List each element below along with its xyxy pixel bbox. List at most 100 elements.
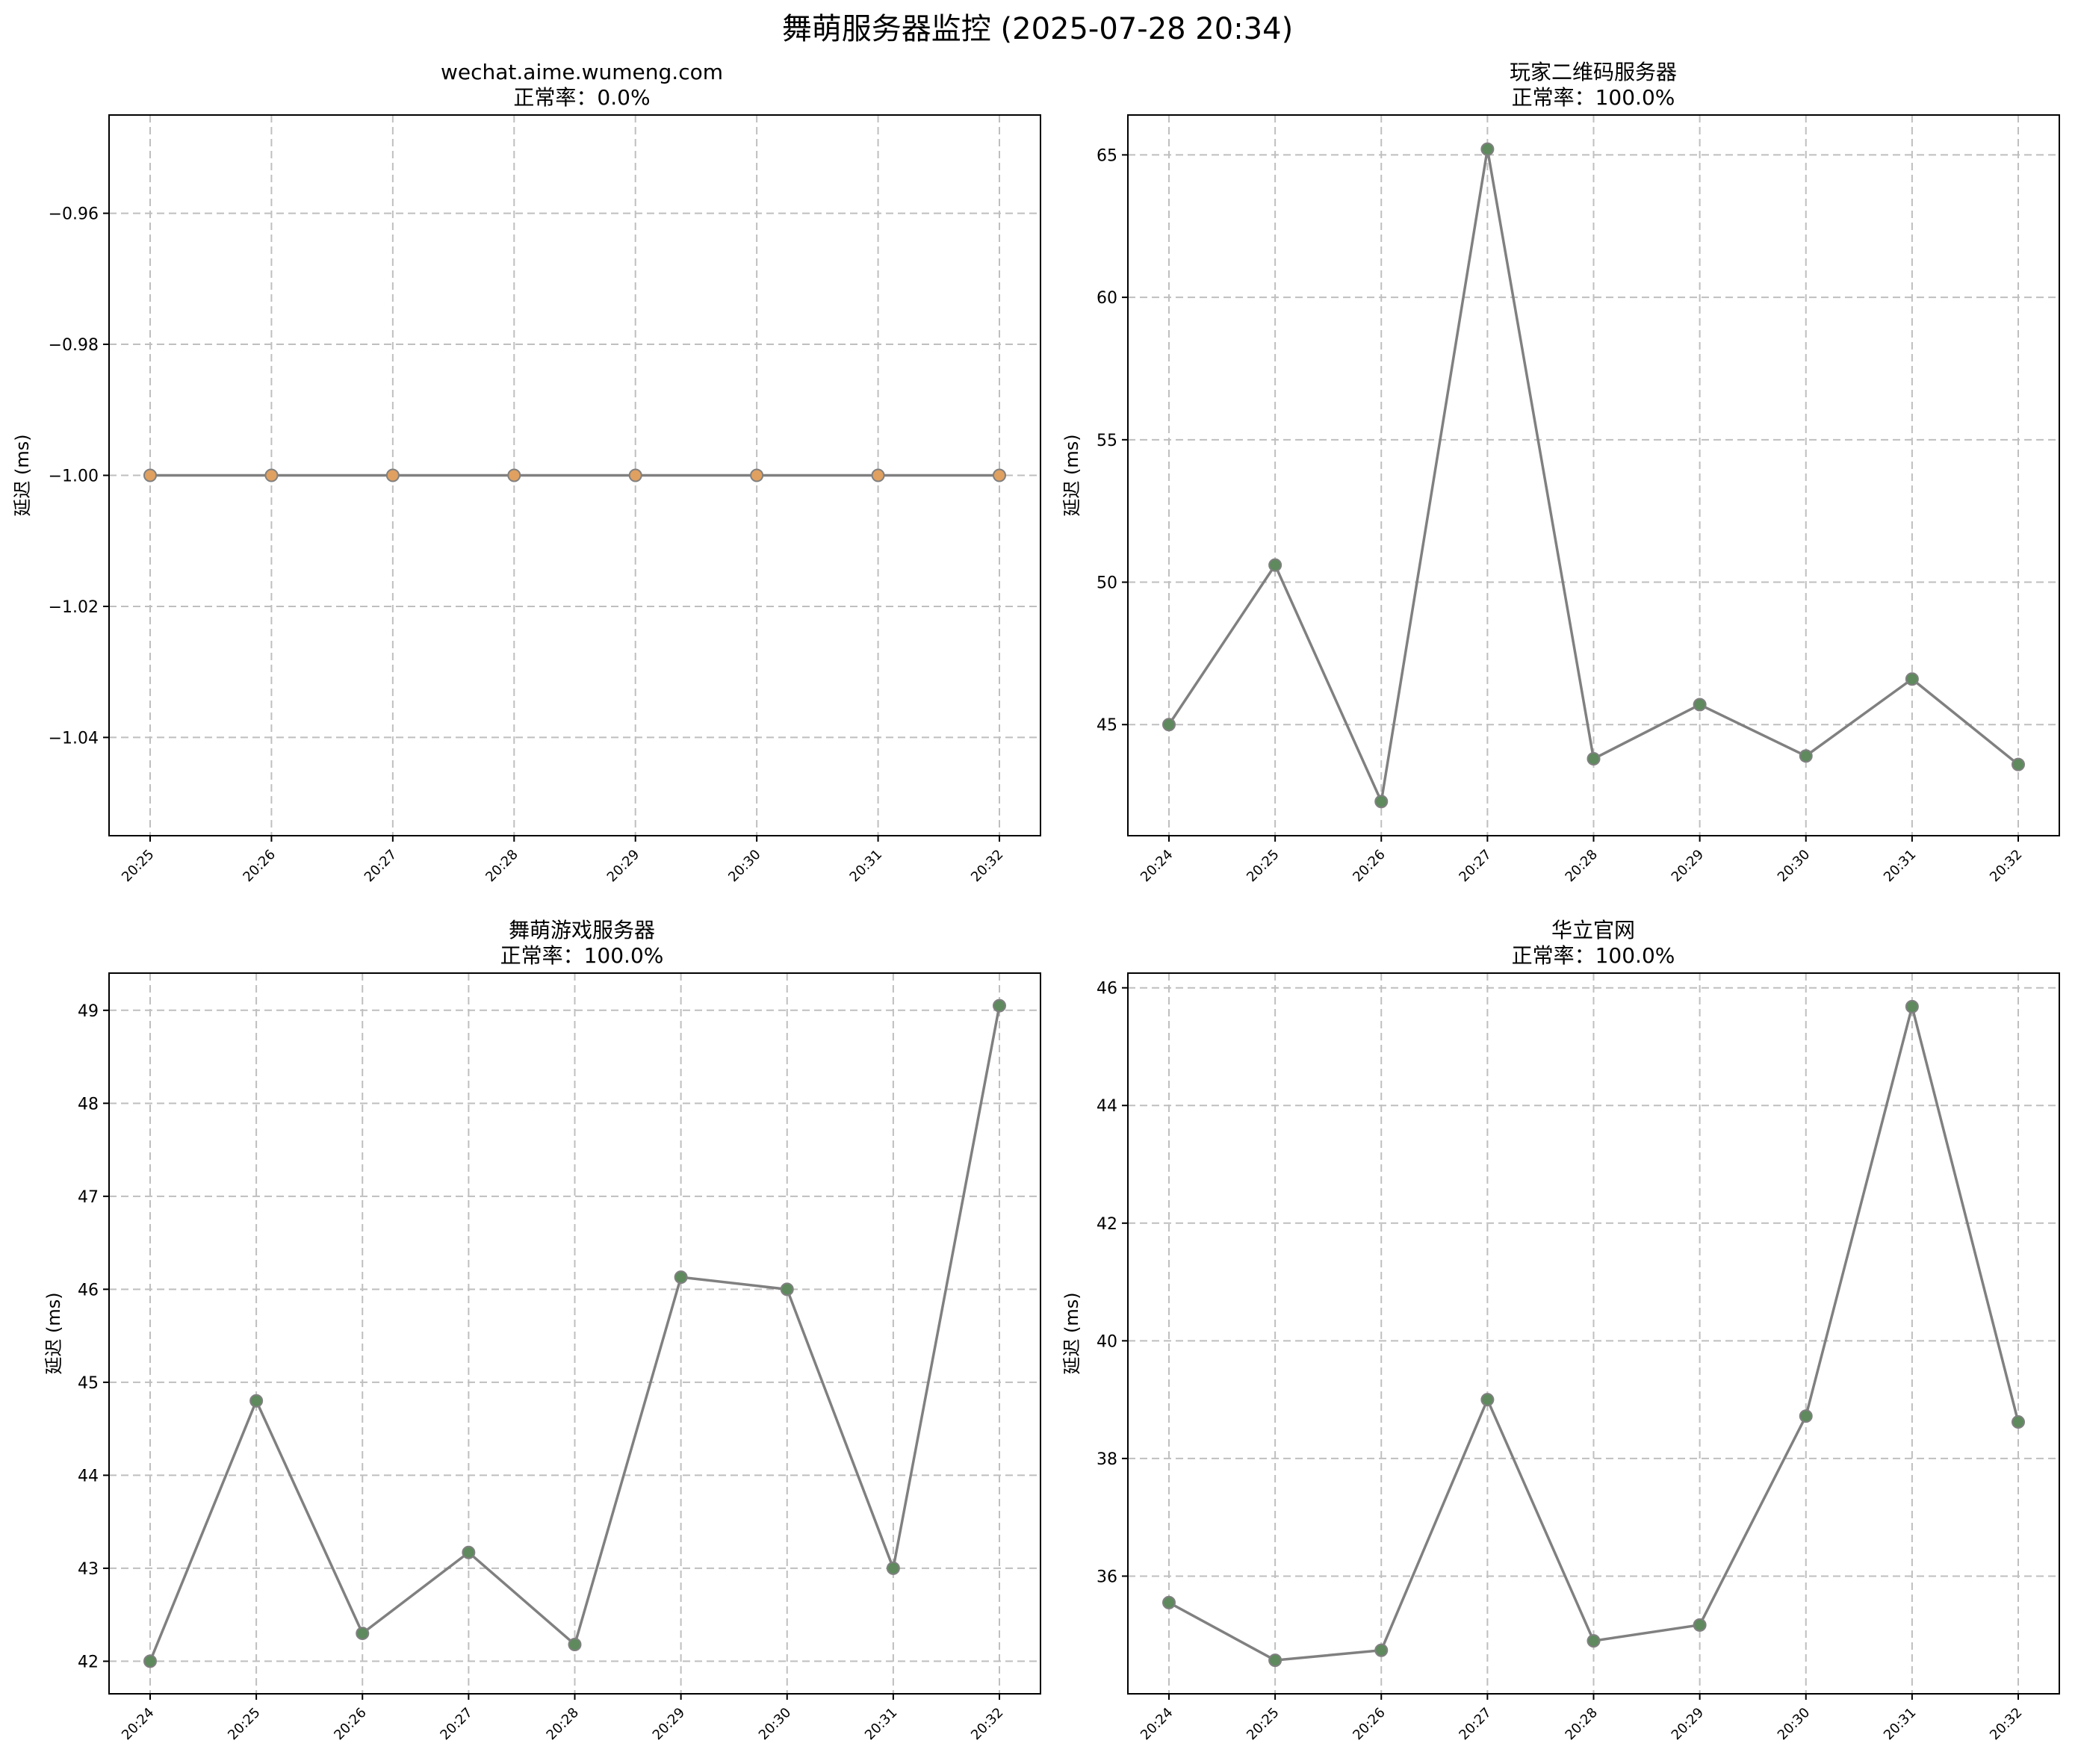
data-point (1480, 142, 1495, 156)
data-point (1162, 1595, 1176, 1609)
x-tick-label: 20:30 (756, 1705, 795, 1744)
data-point (993, 468, 1006, 482)
plot-frame (1127, 114, 2060, 836)
x-tick-label: 20:30 (1775, 847, 1814, 886)
y-tick-label: 55 (1097, 432, 1117, 450)
data-point (871, 468, 885, 482)
y-tick-label: 45 (78, 1374, 99, 1393)
x-tick-label: 20:28 (544, 1705, 583, 1744)
panel-subtitle: 正常率：100.0% (1512, 85, 1675, 110)
x-tick-label: 20:30 (725, 847, 764, 886)
x-tick-label: 20:24 (1138, 847, 1176, 886)
y-tick-label: 38 (1097, 1450, 1117, 1469)
data-point (993, 999, 1006, 1013)
plot-frame (108, 972, 1041, 1695)
x-tick-label: 20:29 (650, 1705, 689, 1744)
y-tick-label: −1.04 (49, 729, 99, 748)
data-point (780, 1282, 794, 1296)
data-point (886, 1561, 900, 1575)
y-tick-label: −1.00 (49, 468, 99, 486)
data-point (1799, 1409, 1813, 1423)
y-tick-label: 50 (1097, 574, 1117, 593)
data-point (385, 468, 400, 482)
x-tick-label: 20:31 (1881, 1705, 1920, 1744)
y-tick-label: 48 (78, 1095, 99, 1114)
x-tick-label: 20:31 (847, 847, 886, 886)
y-tick-label: 47 (78, 1188, 99, 1207)
panel-title: 华立官网 (1551, 918, 1635, 942)
data-point (462, 1545, 476, 1559)
x-tick-label: 20:26 (331, 1705, 370, 1744)
y-axis-label: 延迟 (ms) (12, 434, 33, 516)
x-tick-label: 20:31 (862, 1705, 901, 1744)
data-point (1587, 1634, 1601, 1648)
y-tick-label: 42 (78, 1653, 99, 1671)
x-tick-label: 20:32 (1987, 1705, 2026, 1744)
y-tick-label: −0.96 (49, 205, 99, 224)
x-tick-label: 20:24 (1138, 1705, 1176, 1744)
y-tick-label: 36 (1097, 1568, 1117, 1586)
y-axis-label: 延迟 (ms) (1061, 434, 1082, 516)
y-tick-label: 40 (1097, 1332, 1117, 1351)
x-tick-label: 20:26 (1350, 847, 1389, 886)
data-point (628, 468, 642, 482)
data-point (1905, 999, 1919, 1013)
x-tick-label: 20:27 (1456, 847, 1495, 886)
data-point (1905, 672, 1919, 686)
y-tick-label: 65 (1097, 146, 1117, 165)
panel-title: 玩家二维码服务器 (1510, 60, 1677, 84)
plot-frame (1127, 972, 2060, 1695)
x-tick-label: 20:26 (240, 847, 279, 886)
x-tick-label: 20:32 (968, 1705, 1007, 1744)
panel-subtitle: 正常率：0.0% (513, 85, 650, 110)
x-tick-label: 20:27 (1456, 1705, 1495, 1744)
data-point (2012, 757, 2025, 771)
data-point (1374, 795, 1389, 809)
x-tick-label: 20:29 (604, 847, 643, 886)
data-point (1799, 749, 1813, 763)
y-tick-label: 44 (78, 1467, 99, 1485)
data-point (143, 1654, 157, 1668)
x-tick-label: 20:25 (1244, 1705, 1282, 1744)
data-point (1587, 752, 1601, 766)
data-point (1480, 1393, 1495, 1407)
x-tick-label: 20:28 (483, 847, 521, 886)
y-tick-label: −0.98 (49, 336, 99, 355)
plot-frame (108, 114, 1041, 836)
x-tick-label: 20:28 (1563, 847, 1601, 886)
data-point (2012, 1415, 2025, 1429)
data-point (1693, 1618, 1707, 1632)
data-point (750, 468, 764, 482)
y-tick-label: 43 (78, 1560, 99, 1579)
data-point (249, 1394, 264, 1408)
x-tick-label: 20:25 (225, 1705, 264, 1744)
data-point (143, 468, 157, 482)
data-point (264, 468, 279, 482)
y-tick-label: 44 (1097, 1097, 1117, 1116)
panel-title: 舞萌游戏服务器 (509, 918, 655, 942)
data-point (568, 1638, 582, 1652)
y-axis-label: 延迟 (ms) (43, 1292, 64, 1374)
data-point (1162, 718, 1176, 732)
data-point (1268, 1653, 1282, 1668)
x-tick-label: 20:24 (119, 1705, 158, 1744)
panel-subtitle: 正常率：100.0% (1512, 943, 1675, 968)
x-tick-label: 20:32 (968, 847, 1007, 886)
x-tick-label: 20:31 (1881, 847, 1920, 886)
data-point (1693, 698, 1707, 712)
y-tick-label: 49 (78, 1002, 99, 1021)
data-point (507, 468, 521, 482)
y-tick-label: 46 (1097, 980, 1117, 999)
data-point (1268, 558, 1282, 572)
panel-subtitle: 正常率：100.0% (500, 943, 664, 968)
x-tick-label: 20:27 (362, 847, 400, 886)
y-tick-label: 45 (1097, 716, 1117, 735)
y-axis-label: 延迟 (ms) (1061, 1292, 1082, 1374)
x-tick-label: 20:29 (1669, 847, 1708, 886)
